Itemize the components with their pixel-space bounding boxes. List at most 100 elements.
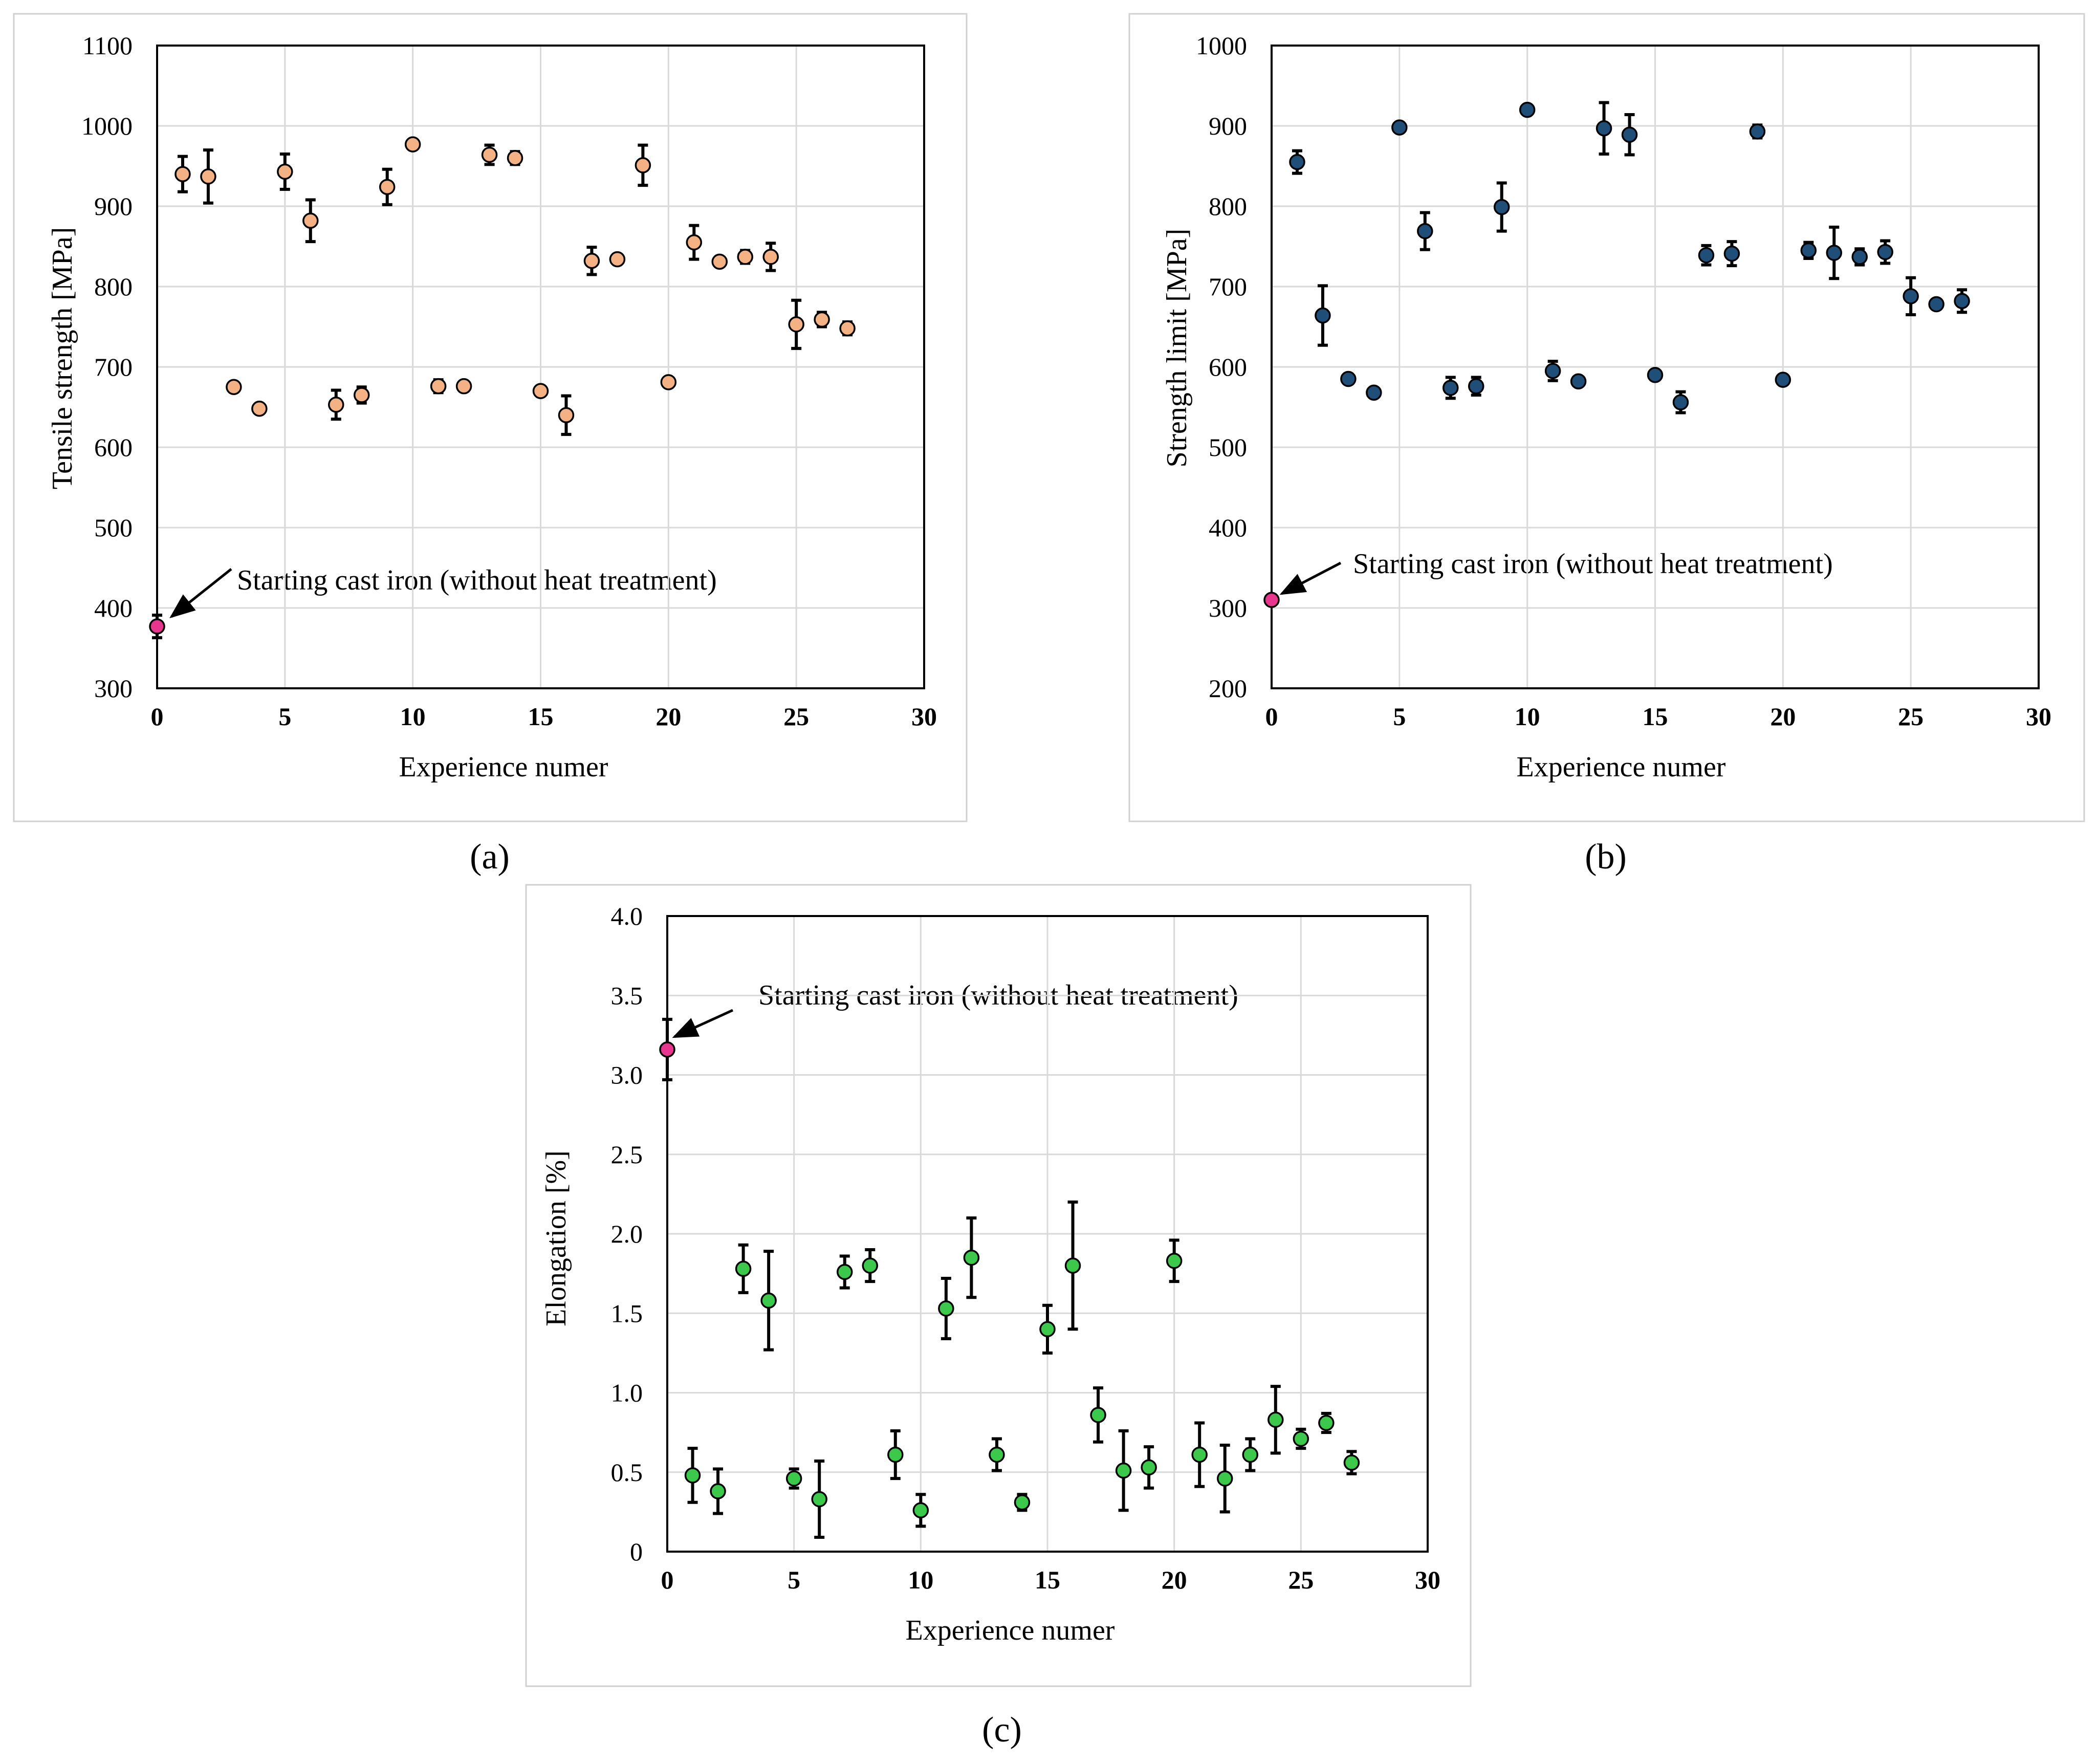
chart-c-point [1267,1411,1284,1428]
chart-a-point [686,234,703,251]
chart-c-point [710,1483,726,1499]
chart-a-point [174,166,191,182]
chart-a-ytick-label: 1100 [82,31,133,60]
chart-c-point [1064,1257,1081,1274]
chart-c-point [684,1467,701,1484]
chart-c-point [887,1446,904,1463]
chart-b-ytick-label: 700 [1209,272,1247,301]
chart-b-point [1800,242,1817,259]
chart-c-point [1343,1454,1360,1471]
chart-b-point [1826,245,1843,261]
chart-b-point [1775,372,1791,388]
chart-b-point [1391,119,1408,136]
chart-c-xtick-label: 15 [1035,1565,1060,1594]
chart-c-point [1090,1407,1106,1423]
chart-a-xtick-label: 0 [151,702,164,731]
chart-a-point [455,378,472,395]
chart-c-point [785,1470,802,1487]
chart-b-xtick-label: 0 [1265,702,1278,731]
chart-b-point [1289,154,1305,170]
chart-a-point [481,146,498,163]
chart-b-point [1493,199,1510,215]
chart-b-ytick-label: 800 [1209,192,1247,221]
chart-b-annotation: Starting cast iron (without heat treatme… [1353,548,1833,580]
chart-a-ytick-label: 1000 [81,112,133,140]
chart-c-point [1141,1459,1157,1476]
chart-b-xlabel: Experience numer [1517,751,1726,783]
chart-c-xlabel: Experience numer [906,1615,1115,1646]
chart-a-point [635,157,651,173]
chart-c-xtick-label: 0 [661,1565,674,1594]
chart-a-point [737,249,753,265]
chart-c-annotation-arrow [672,1009,734,1038]
chart-a-xtick-label: 10 [400,702,426,731]
chart-a-xtick-label: 20 [655,702,681,731]
chart-b-point [1596,120,1612,137]
chart-c-point [1191,1446,1208,1463]
chart-b-point [1647,366,1664,383]
chart-c-xtick-label: 30 [1415,1565,1440,1594]
caption-c: (c) [982,1710,1022,1750]
chart-a-point [328,397,344,413]
chart-b-point [1877,244,1893,260]
chart-c-point [1318,1414,1335,1431]
chart-a-ytick-label: 300 [94,674,133,703]
chart-c-ytick-label: 3.5 [611,981,643,1010]
chart-b-point [1468,378,1484,395]
chart-a-point [226,379,242,395]
chart-a-point [302,212,319,229]
chart-c-xtick-label: 20 [1162,1565,1187,1594]
chart-b-point [1928,296,1944,313]
chart-b-point [1672,394,1689,410]
chart-b-point [1417,223,1433,239]
chart-a-xtick-label: 25 [783,702,809,731]
chart-c-ytick-label: 4.0 [611,902,643,930]
chart-b-point [1443,380,1459,396]
chart-b-point [1544,363,1561,379]
chart-c-baseline-point [659,1041,675,1058]
chart-c-ylabel: Elongation [%] [540,1150,572,1326]
chart-b-point [1570,373,1587,390]
chart-a-plot-area [156,45,925,689]
chart-c-point [1216,1470,1233,1487]
chart-b-point [1749,123,1766,140]
chart-a-ytick-label: 700 [94,353,133,381]
chart-a-ytick-label: 800 [94,272,133,301]
chart-b-baseline-point [1263,592,1280,608]
chart-a-point [379,179,396,195]
chart-b-point [1340,371,1357,387]
chart-b-point [1723,245,1740,262]
chart-a-annotation: Starting cast iron (without heat treatme… [237,564,717,596]
chart-b-ytick-label: 600 [1209,353,1247,381]
chart-c-point [1166,1253,1183,1269]
chart-c-point [735,1260,752,1277]
chart-c-point [1039,1321,1056,1338]
chart-a-annotation-arrow [169,568,232,619]
chart-a-point [430,378,447,395]
chart-c-point [811,1491,827,1508]
chart-b-ytick-label: 1000 [1196,31,1247,60]
chart-a-ytick-label: 400 [94,594,133,622]
chart-b-xtick-label: 5 [1393,702,1406,731]
chart-c-point [938,1300,954,1317]
chart-b-ytick-label: 400 [1209,513,1247,542]
chart-a-point [507,150,523,166]
chart-a-point [583,253,600,269]
chart-c-point [1014,1494,1031,1511]
chart-a-xtick-label: 5 [278,702,291,731]
chart-c-ytick-label: 3.0 [611,1061,643,1090]
chart-b-xtick-label: 15 [1643,702,1668,731]
chart-a-ytick-label: 900 [94,192,133,221]
chart-b-ytick-label: 200 [1209,674,1247,703]
chart-b-point [1519,101,1536,118]
chart-c-ytick-label: 0.5 [611,1458,643,1487]
chart-a-point [788,316,804,333]
chart-a-xtick-label: 15 [528,702,554,731]
chart-a-point [814,311,830,328]
chart-c-xtick-label: 5 [788,1565,800,1594]
chart-b-xtick-label: 10 [1515,702,1540,731]
chart-a-point [762,249,779,265]
chart-c-point [862,1257,879,1274]
chart-c-point [912,1502,929,1519]
chart-b-point [1954,293,1970,310]
